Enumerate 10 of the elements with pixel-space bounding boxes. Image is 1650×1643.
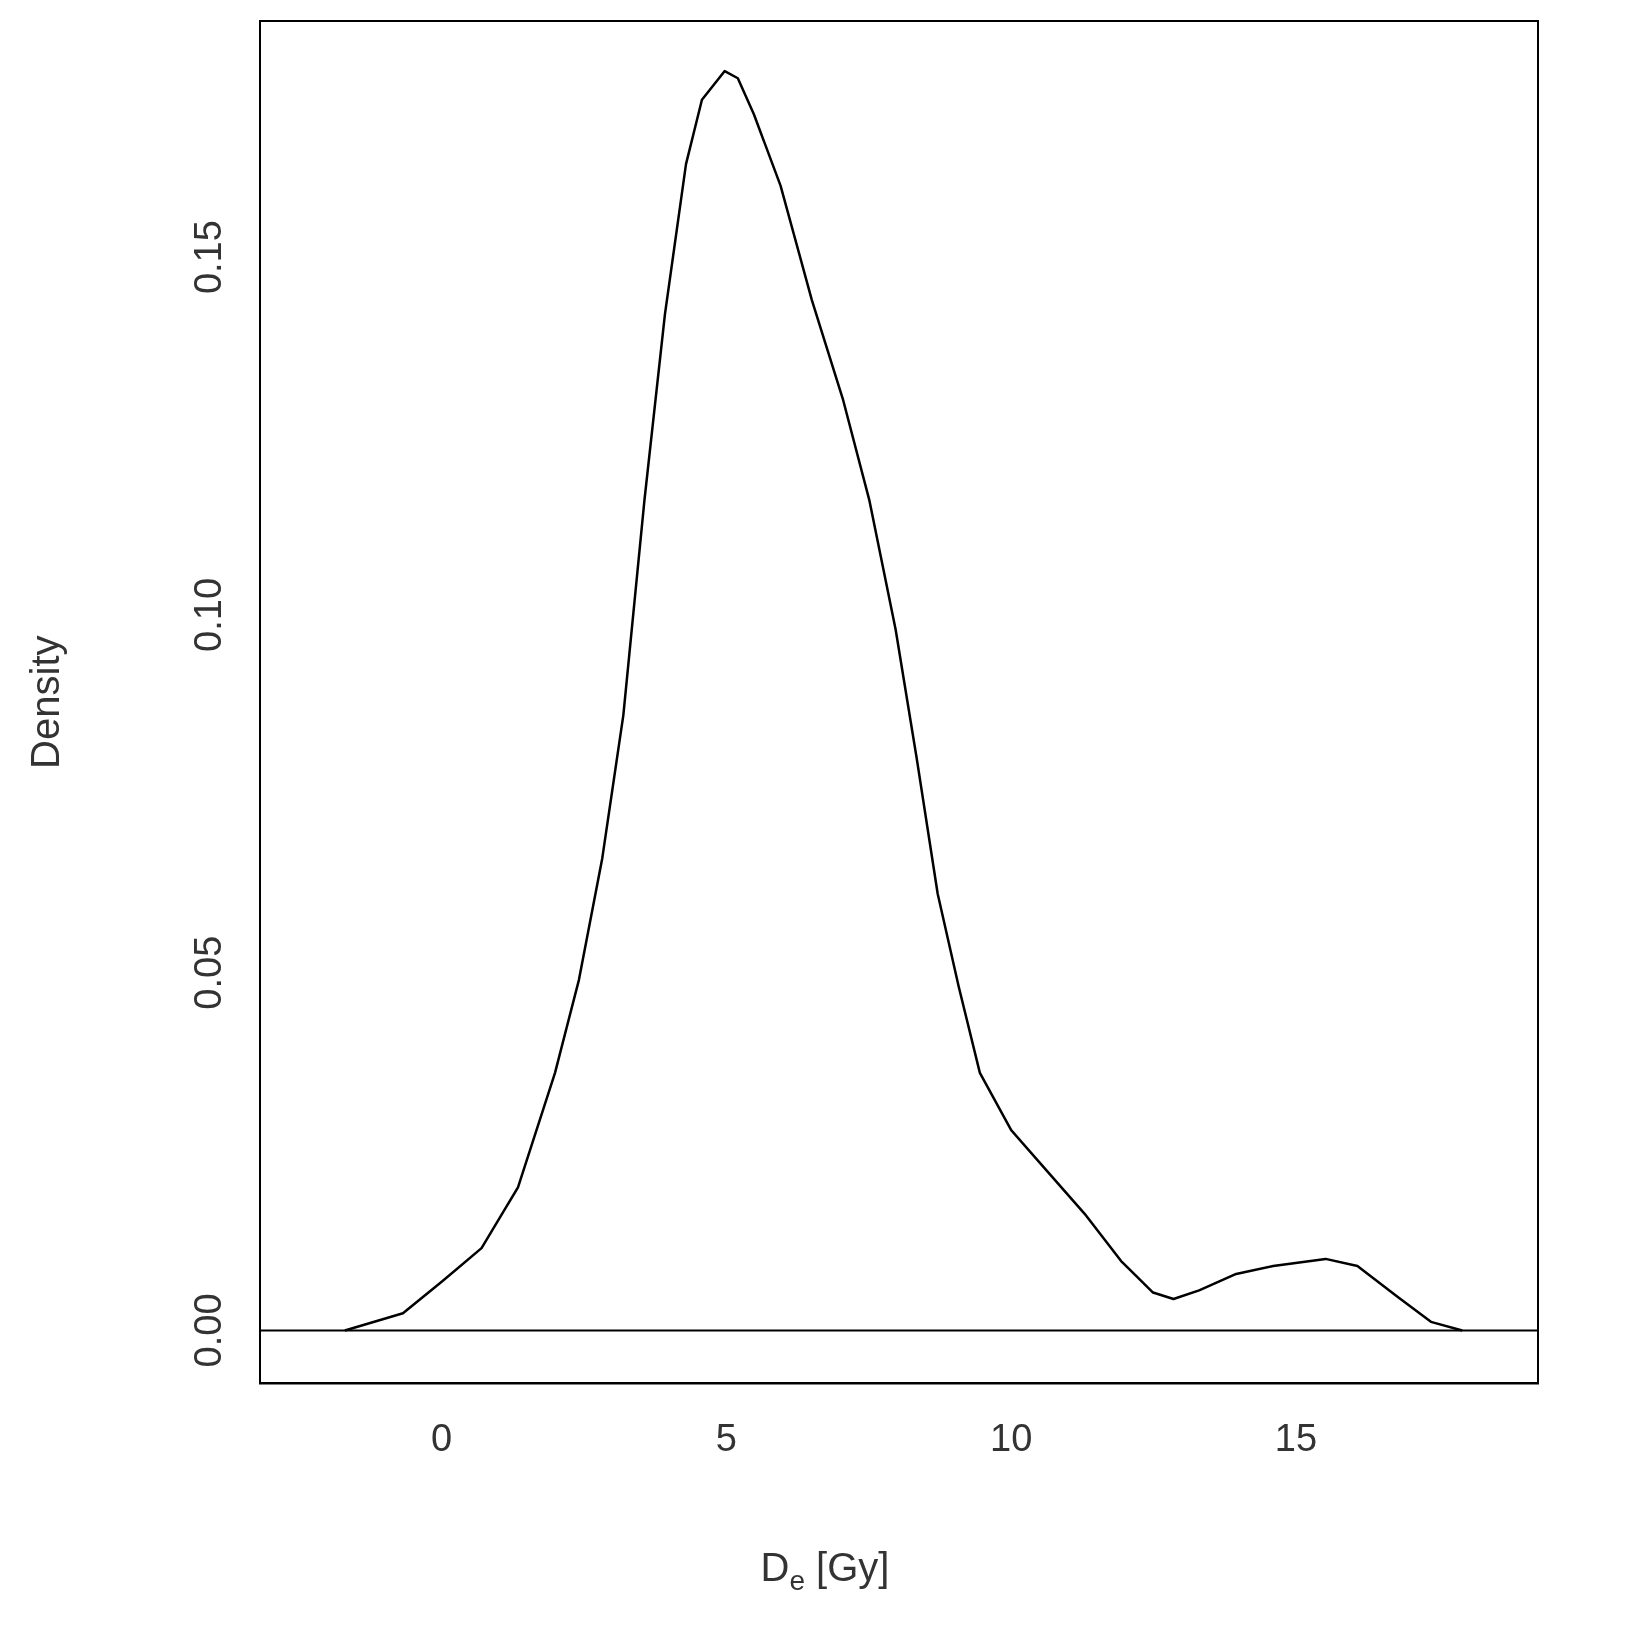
y-tick-label: 0.05 [187, 935, 230, 1010]
x-axis-title: D$_{e}$ [Gy] [759, 1545, 891, 1597]
y-tick-label: 0.00 [187, 1293, 230, 1368]
y-tick-label: 0.10 [187, 577, 230, 652]
x-tick-label: 15 [1274, 1416, 1318, 1459]
x-tick-label: 0 [431, 1416, 453, 1459]
y-tick-label: 0.15 [187, 220, 230, 295]
y-axis-title: Density [23, 635, 68, 769]
x-tick-label: 5 [715, 1416, 738, 1459]
x-tick-label: 10 [990, 1416, 1033, 1459]
